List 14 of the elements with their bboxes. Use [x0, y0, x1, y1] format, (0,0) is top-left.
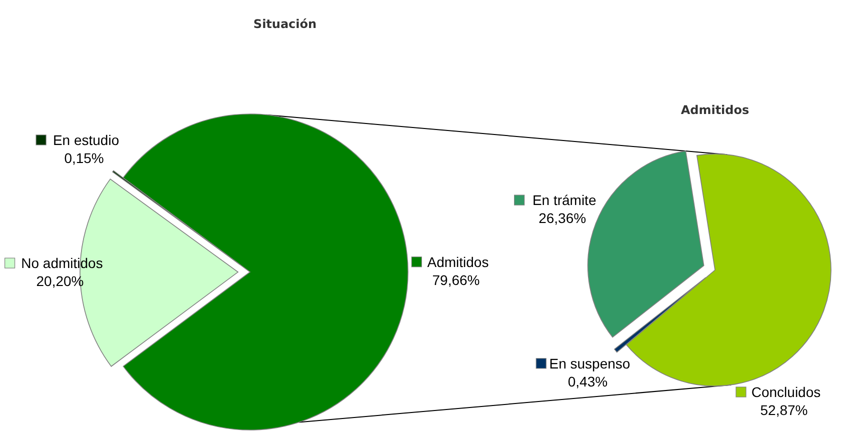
legend-label: En trámite: [532, 192, 596, 208]
data-label: 20,20%: [36, 273, 84, 290]
data-label: 52,87%: [760, 402, 808, 418]
chart-title: Admitidos: [680, 103, 750, 117]
chart-title: Situación: [253, 17, 317, 31]
legend-label: Admitidos: [427, 254, 489, 270]
data-label: 0,43%: [568, 373, 608, 390]
legend-label: No admitidos: [21, 255, 103, 272]
data-label: 0,15%: [64, 150, 104, 166]
data-label: 79,66%: [432, 272, 480, 288]
legend-label: En estudio: [52, 132, 120, 148]
legend-label: Concluidos: [751, 384, 821, 400]
legend-label: En suspenso: [549, 355, 630, 372]
data-label: 26,36%: [538, 210, 586, 226]
